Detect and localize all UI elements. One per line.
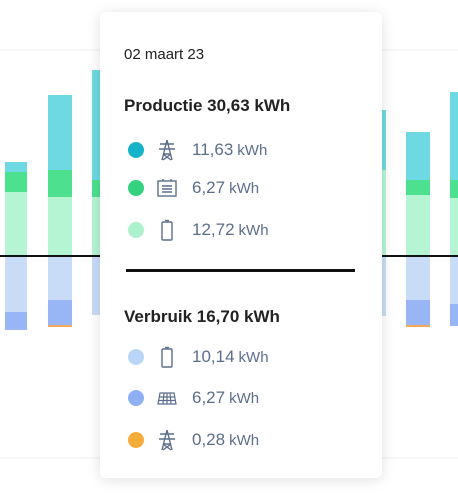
bar-segment (48, 170, 72, 197)
bar-segment (5, 192, 27, 256)
bar-segment (450, 304, 458, 326)
legend-row: 10,14 kWh (128, 345, 269, 369)
bar-segment (380, 110, 386, 256)
meter-icon (157, 179, 177, 197)
legend-row: 6,27 kWh (128, 386, 259, 410)
bar-segment (92, 197, 102, 256)
color-dot (128, 349, 144, 365)
unit: kWh (229, 179, 260, 197)
bar-segment (92, 256, 102, 315)
legend-row: 6,27 kWh (128, 176, 259, 200)
battery-icon (161, 346, 173, 368)
color-dot (128, 222, 144, 238)
unit: kWh (229, 431, 260, 449)
legend-row: 12,72 kWh (128, 218, 269, 242)
bar-segment (406, 180, 430, 195)
bar-segment (450, 92, 458, 180)
value: 6,27 (192, 178, 226, 197)
grid-icon (159, 429, 175, 451)
bar-segment (92, 70, 102, 180)
bar-segment (450, 180, 458, 198)
bar-segment (406, 132, 430, 180)
production-title: Productie 30,63 kWh (124, 96, 291, 115)
bar-segment (5, 172, 27, 192)
bar-segment (48, 95, 72, 170)
unit: kWh (238, 221, 269, 239)
legend-row: 11,63 kWh (128, 138, 267, 162)
tooltip: 02 maart 23 Productie 30,63 kWh 11,63 kWh… (100, 12, 382, 478)
solar-icon (157, 392, 177, 405)
unit: kWh (237, 141, 268, 159)
bar-segment (92, 180, 102, 197)
color-dot (128, 390, 144, 406)
color-dot (128, 180, 144, 196)
bar-segment (380, 256, 386, 316)
bar-segment (380, 110, 386, 170)
battery-icon (161, 219, 173, 241)
bar-segment (5, 312, 27, 330)
bar-segment (406, 195, 430, 256)
divider (126, 269, 355, 272)
unit: kWh (238, 348, 269, 366)
bar-segment (450, 198, 458, 256)
bar-segment (406, 300, 430, 325)
value: 11,63 (192, 140, 234, 159)
bar-segment (48, 325, 72, 327)
legend-row: 0,28 kWh (128, 428, 259, 452)
color-dot (128, 142, 144, 158)
bar-segment (406, 325, 430, 327)
bar-segment (450, 256, 458, 304)
bar-segment (5, 162, 27, 172)
value: 12,72 (192, 220, 235, 239)
value: 10,14 (192, 347, 235, 366)
bar-segment (48, 197, 72, 256)
color-dot (128, 432, 144, 448)
unit: kWh (229, 389, 260, 407)
bars (5, 70, 458, 330)
value: 6,27 (192, 388, 226, 407)
value: 0,28 (192, 430, 226, 449)
consumption-title: Verbruik 16,70 kWh (124, 307, 280, 326)
bar-segment (406, 256, 430, 300)
grid-icon (159, 139, 175, 161)
date: 02 maart 23 (124, 46, 205, 63)
bar-segment (48, 300, 72, 325)
bar-segment (48, 256, 72, 300)
bar-segment (5, 256, 27, 312)
